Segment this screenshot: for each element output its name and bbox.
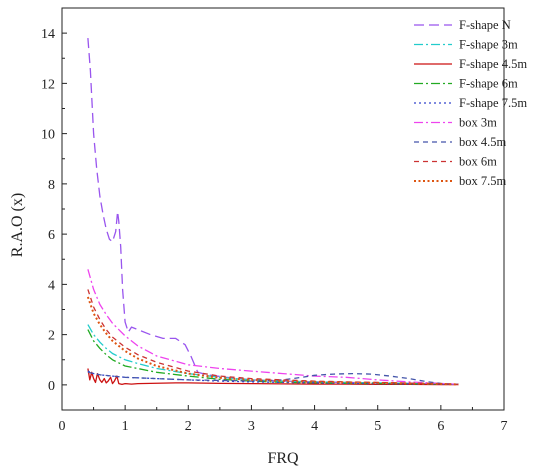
x-tick-label: 1 <box>122 419 129 434</box>
y-axis-title: R.A.O (x) <box>9 193 26 257</box>
y-tick-label: 4 <box>48 278 55 293</box>
y-tick-label: 14 <box>41 27 55 42</box>
y-tick-label: 12 <box>41 77 55 92</box>
legend-label-1: F-shape N <box>459 18 511 32</box>
series-lines <box>86 38 459 386</box>
series-line-1 <box>87 38 459 386</box>
y-tick-label: 10 <box>41 128 55 143</box>
y-axis-ticks: 0 2 4 6 8 10 12 14 <box>41 7 67 411</box>
series-line-2 <box>87 324 459 386</box>
x-axis-title: FRQ <box>267 450 299 467</box>
legend-label-2: F-shape 3m <box>459 38 518 52</box>
y-tick-label: 0 <box>48 379 55 394</box>
legend-label-7: box 4.5m <box>459 135 507 149</box>
x-tick-label: 6 <box>437 419 444 434</box>
x-tick-label: 7 <box>501 419 508 434</box>
y-tick-label: 2 <box>48 329 55 344</box>
legend-label-8: box 6m <box>459 155 497 169</box>
x-axis-ticks: 0 1 2 3 4 5 6 7 <box>59 405 508 434</box>
y-tick-label: 6 <box>48 228 55 243</box>
legend-label-5: F-shape 7.5m <box>459 96 527 110</box>
x-tick-label: 3 <box>248 419 255 434</box>
legend-label-9: box 7.5m <box>459 174 507 188</box>
series-line-6 <box>87 269 459 386</box>
series-line-7 <box>87 371 459 386</box>
series-line-3 <box>87 368 459 386</box>
x-tick-label: 2 <box>185 419 192 434</box>
legend-label-6: box 3m <box>459 116 497 130</box>
series-line-5 <box>87 370 459 386</box>
legend-label-4: F-shape 6m <box>459 77 518 91</box>
x-tick-label: 4 <box>311 419 318 434</box>
series-line-9 <box>86 296 459 386</box>
legend-label-3: F-shape 4.5m <box>459 57 527 71</box>
x-tick-label: 5 <box>374 419 381 434</box>
x-tick-label: 0 <box>59 419 66 434</box>
y-tick-label: 8 <box>48 178 55 193</box>
legend: F-shape N F-shape 3m F-shape 4.5m F-shape 6… <box>414 18 527 188</box>
